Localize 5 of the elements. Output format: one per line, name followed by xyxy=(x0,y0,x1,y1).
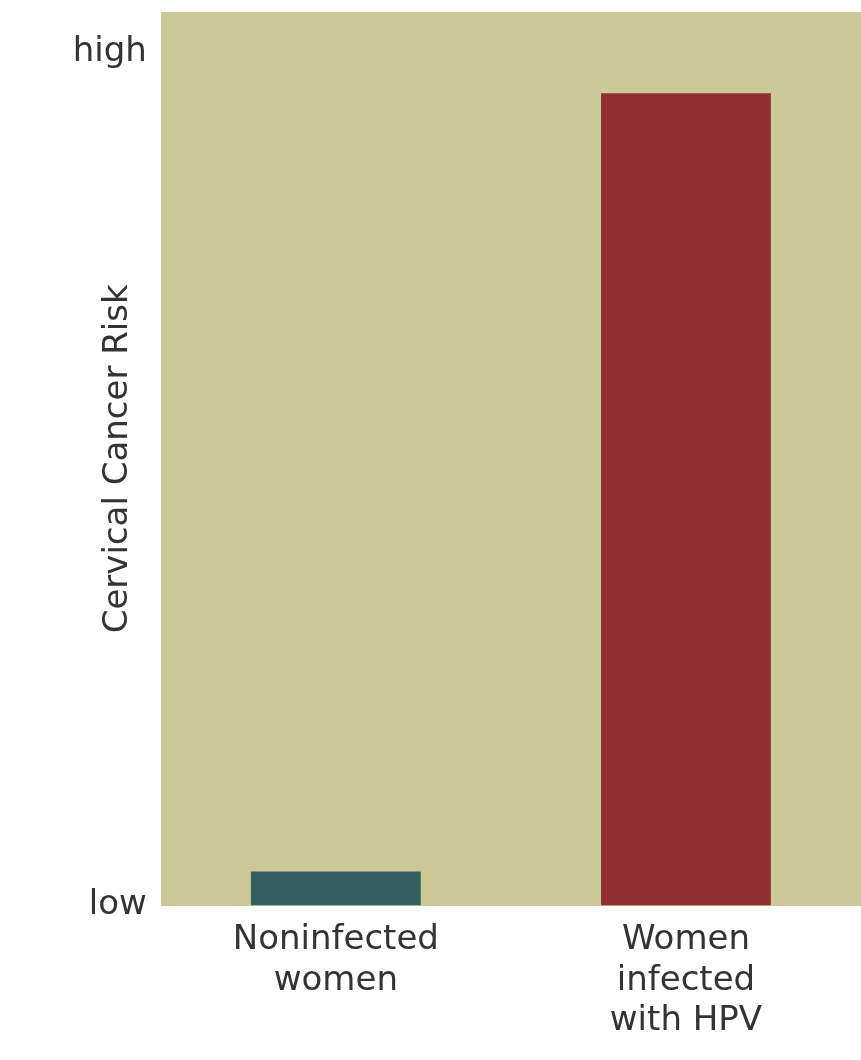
x-tick-label: Women infected with HPV xyxy=(609,916,763,1039)
text: low xyxy=(88,882,147,923)
text: high xyxy=(72,29,147,70)
x-tick-label: Noninfected women xyxy=(232,916,439,998)
y-axis-title: Cervical Cancer Risk xyxy=(95,284,136,634)
